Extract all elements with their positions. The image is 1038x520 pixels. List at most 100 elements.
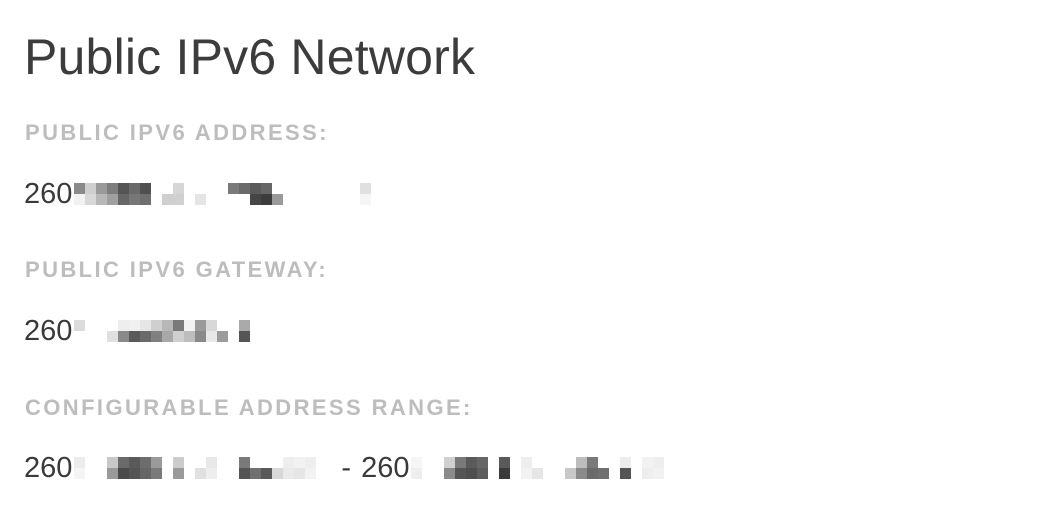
redaction-pixel	[206, 468, 218, 479]
redaction-pixel	[129, 457, 141, 468]
redaction-pixel	[576, 468, 588, 479]
redaction-pixel	[239, 468, 251, 479]
redaction-pixel	[510, 457, 522, 468]
redaction-pixel	[543, 468, 555, 479]
redaction-pixel	[422, 468, 434, 479]
redaction-pixel	[118, 320, 130, 331]
redaction-pixel	[173, 194, 185, 205]
redaction-pixel	[184, 194, 196, 205]
redaction-pixel	[129, 468, 141, 479]
redaction-pixel	[239, 457, 251, 468]
redaction-pixel	[96, 183, 108, 194]
redaction-pixel	[217, 183, 229, 194]
redaction-pixel	[455, 468, 467, 479]
redaction-pixel	[195, 331, 207, 342]
redaction-pixel	[228, 331, 240, 342]
redaction-pixel	[554, 468, 566, 479]
redaction-pixel	[195, 183, 207, 194]
redaction-pixel	[587, 457, 599, 468]
redaction-pixel	[609, 457, 621, 468]
redaction-pixel	[228, 194, 240, 205]
redaction-pixel	[294, 468, 306, 479]
redaction-pixel	[217, 320, 229, 331]
redaction-pixel	[532, 468, 544, 479]
redaction-pixel	[151, 457, 163, 468]
redaction-pixel	[272, 468, 284, 479]
redaction-pixel	[411, 457, 423, 468]
redaction-pixel	[96, 194, 108, 205]
ipv6-gateway-prefix: 260	[24, 314, 73, 347]
redaction-pixel	[239, 183, 251, 194]
redaction-pixel	[184, 457, 196, 468]
redaction-pixel	[206, 331, 218, 342]
redaction-pixel	[664, 468, 676, 479]
redaction-pixel	[466, 468, 478, 479]
redaction-pixel	[118, 183, 130, 194]
redaction-pixel	[96, 457, 108, 468]
redaction-pixel	[195, 194, 207, 205]
redaction-pixel	[140, 320, 152, 331]
redaction-pixel	[261, 457, 273, 468]
redaction-pixel	[107, 320, 119, 331]
redaction-pixel	[217, 468, 229, 479]
redaction-pixel	[609, 468, 621, 479]
redaction-pixel	[228, 183, 240, 194]
redaction-pixel	[173, 457, 185, 468]
redaction-pixel	[184, 320, 196, 331]
redaction-pixel	[151, 194, 163, 205]
redaction-pixel	[195, 457, 207, 468]
redaction-pixel	[74, 320, 86, 331]
redaction-pixel	[184, 468, 196, 479]
redaction-pixel	[162, 194, 174, 205]
redaction-pixel	[162, 457, 174, 468]
redaction-pixel	[305, 468, 317, 479]
redaction-pixel	[162, 183, 174, 194]
redaction-pixel	[349, 194, 361, 205]
redaction-pixel	[85, 183, 97, 194]
redaction-pixel	[543, 457, 555, 468]
redaction-pixel	[96, 468, 108, 479]
redaction-pixel	[261, 194, 273, 205]
redaction-pixel	[272, 194, 284, 205]
redaction-pixel	[217, 194, 229, 205]
redaction-pixel	[162, 331, 174, 342]
redaction-pixel	[272, 183, 284, 194]
redaction-pixel	[360, 194, 372, 205]
ipv6-gateway-label: PUBLIC IPV6 GATEWAY:	[25, 257, 329, 282]
address-range-value: 260 - 260	[24, 451, 676, 485]
redaction-pixel	[228, 457, 240, 468]
redaction-pixel	[96, 331, 108, 342]
redaction-pixel	[206, 457, 218, 468]
redaction-pixel	[565, 468, 577, 479]
redacted-gateway-mosaic	[74, 320, 251, 342]
redaction-pixel	[118, 457, 130, 468]
redaction-pixel	[620, 468, 632, 479]
redaction-pixel	[444, 457, 456, 468]
redaction-pixel	[620, 457, 632, 468]
redaction-pixel	[239, 331, 251, 342]
redaction-pixel	[107, 468, 119, 479]
redaction-pixel	[283, 194, 295, 205]
redaction-pixel	[118, 468, 130, 479]
range-end-prefix: 260	[361, 451, 410, 484]
redaction-pixel	[349, 183, 361, 194]
redaction-pixel	[173, 183, 185, 194]
redaction-pixel	[250, 194, 262, 205]
redaction-pixel	[206, 320, 218, 331]
range-start-prefix: 260	[24, 451, 73, 484]
redaction-pixel	[411, 468, 423, 479]
ipv6-gateway-value: 260	[24, 314, 251, 348]
ipv6-address-label: PUBLIC IPV6 ADDRESS:	[25, 120, 329, 145]
redaction-pixel	[107, 183, 119, 194]
redaction-pixel	[74, 183, 86, 194]
redaction-pixel	[466, 457, 478, 468]
redaction-pixel	[294, 194, 306, 205]
redaction-pixel	[565, 457, 577, 468]
redaction-pixel	[85, 457, 97, 468]
redaction-pixel	[360, 183, 372, 194]
redaction-pixel	[283, 457, 295, 468]
redaction-pixel	[151, 331, 163, 342]
redaction-pixel	[316, 194, 328, 205]
redaction-pixel	[195, 468, 207, 479]
redaction-pixel	[532, 457, 544, 468]
